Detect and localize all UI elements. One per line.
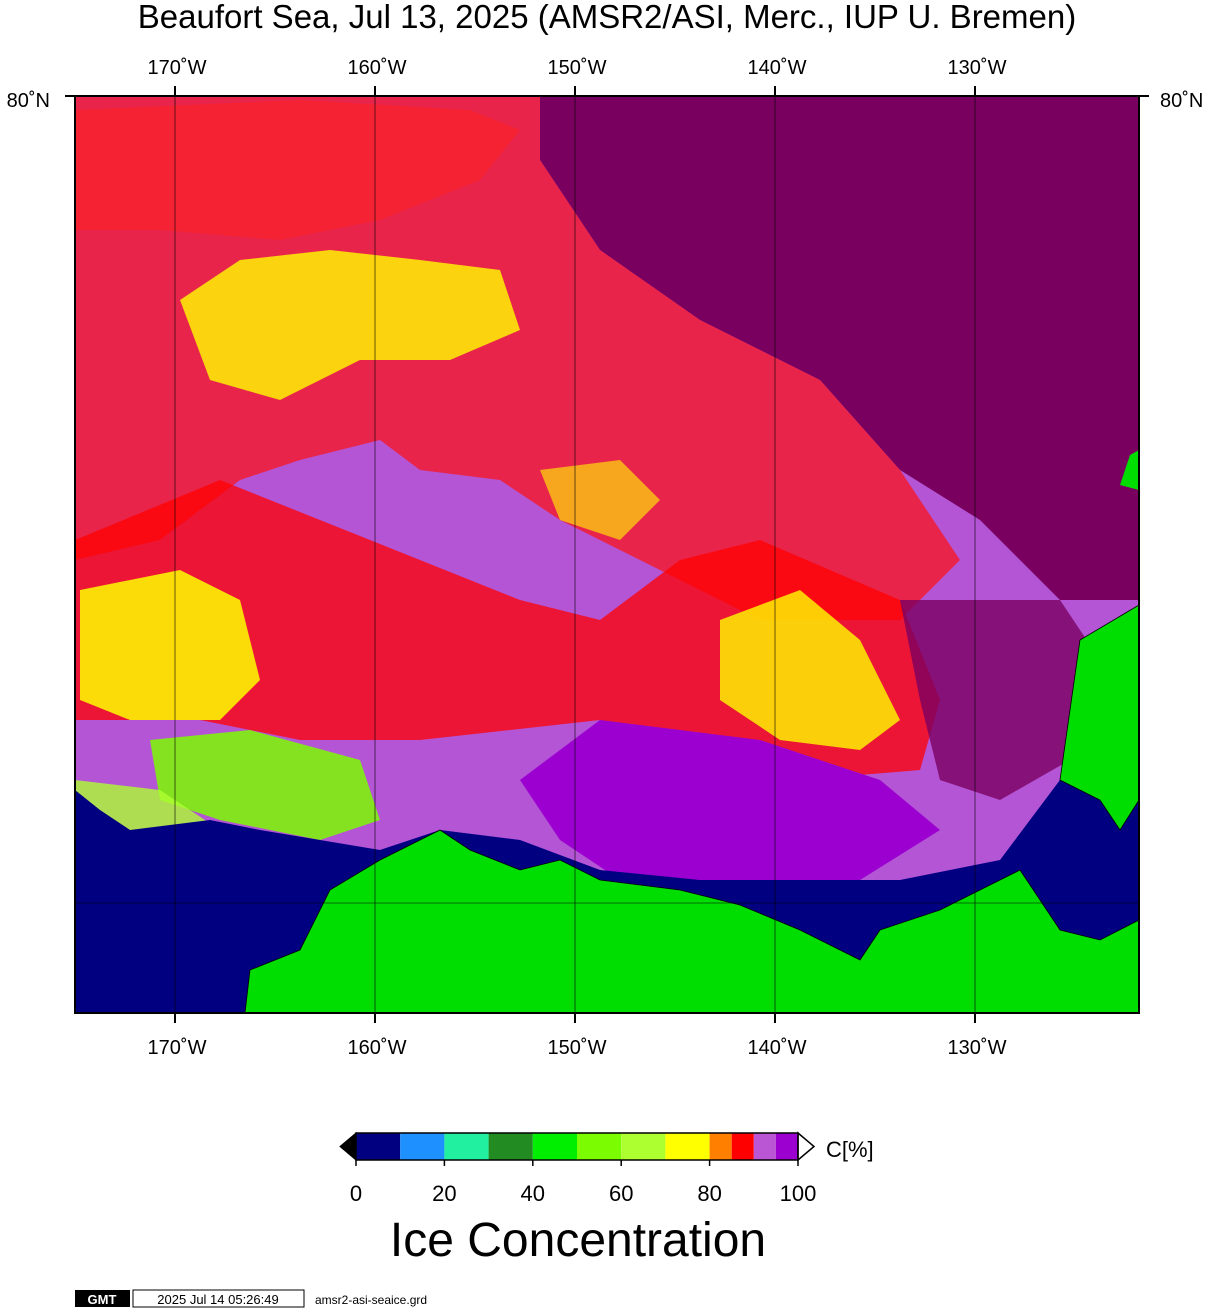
- lon-label: 160˚W: [348, 1037, 407, 1059]
- land: [1059, 604, 1139, 831]
- colorbar: 0 20 40 60 80 100: [339, 1131, 817, 1206]
- title: Beaufort Sea, Jul 13, 2025 (AMSR2/ASI, M…: [138, 0, 1076, 35]
- colorbar-bin: [400, 1133, 445, 1160]
- colorbar-bin: [356, 1133, 401, 1160]
- file-name: amsr2-asi-seaice.grd: [315, 1293, 427, 1307]
- open-water: [75, 830, 260, 910]
- colorbar-low-triangle: [339, 1131, 357, 1162]
- lon-label: 150˚W: [548, 1037, 607, 1059]
- green-zone: [150, 730, 380, 840]
- colorbar-bin: [621, 1133, 666, 1160]
- map-frame: [74, 95, 1140, 1014]
- colorbar-bin: [665, 1133, 710, 1160]
- lon-label: 160˚W: [348, 57, 407, 79]
- lon-label: 170˚W: [148, 57, 207, 79]
- land: [244, 829, 1139, 1013]
- timestamp: 2025 Jul 14 05:26:49: [157, 1292, 278, 1307]
- colorbar-bin: [709, 1133, 732, 1160]
- colorbar-tick-label: 80: [697, 1181, 721, 1206]
- land: [1120, 450, 1139, 490]
- colorbar-title: Ice Concentration: [390, 1214, 766, 1267]
- colorbar-tick-label: 60: [609, 1181, 633, 1206]
- lon-label: 140˚W: [748, 1037, 807, 1059]
- lon-label: 130˚W: [948, 57, 1007, 79]
- graticule: 170˚W 170˚W 160˚W 160˚W 150˚W 150˚W 140˚W 140˚W…: [148, 57, 1007, 1059]
- colorbar-bin: [444, 1133, 489, 1160]
- dense-ice: [540, 96, 1139, 600]
- colorbar-tick-label: 100: [780, 1181, 817, 1206]
- colorbar-tick-label: 20: [432, 1181, 456, 1206]
- purple-zone: [520, 720, 940, 880]
- colorbar-tick-label: 0: [350, 1181, 362, 1206]
- colorbar-bin: [775, 1133, 798, 1160]
- lon-label: 150˚W: [548, 57, 607, 79]
- colorbar-frame: [355, 1132, 799, 1161]
- colorbar-bin: [753, 1133, 776, 1160]
- timestamp-box: [132, 1289, 305, 1308]
- colorbar-bin: [532, 1133, 577, 1160]
- yellow-zone: [720, 590, 900, 750]
- lat-label: 80˚N: [7, 90, 50, 112]
- lon-label: 170˚W: [148, 1037, 207, 1059]
- colorbar-bin: [731, 1133, 754, 1160]
- logo-box: [75, 1290, 130, 1307]
- colorbar-bin: [488, 1133, 533, 1160]
- red-zone: [75, 480, 940, 780]
- colorbar-unit: C[%]: [826, 1137, 874, 1162]
- ice-field: [75, 96, 1139, 1013]
- logo: GMT: [88, 1292, 117, 1307]
- red-zone: [75, 100, 520, 240]
- colorbar-high-triangle: [797, 1131, 816, 1162]
- colorbar-bin: [577, 1133, 622, 1160]
- lat-label: 80˚N: [1160, 90, 1203, 112]
- yellow-zone: [80, 570, 260, 720]
- yellow-zone: [180, 250, 520, 400]
- lon-label: 140˚W: [748, 57, 807, 79]
- colorbar-tick-label: 40: [521, 1181, 545, 1206]
- lon-label: 130˚W: [948, 1037, 1007, 1059]
- dense-ice: [900, 600, 1100, 800]
- yellow-zone: [540, 460, 660, 540]
